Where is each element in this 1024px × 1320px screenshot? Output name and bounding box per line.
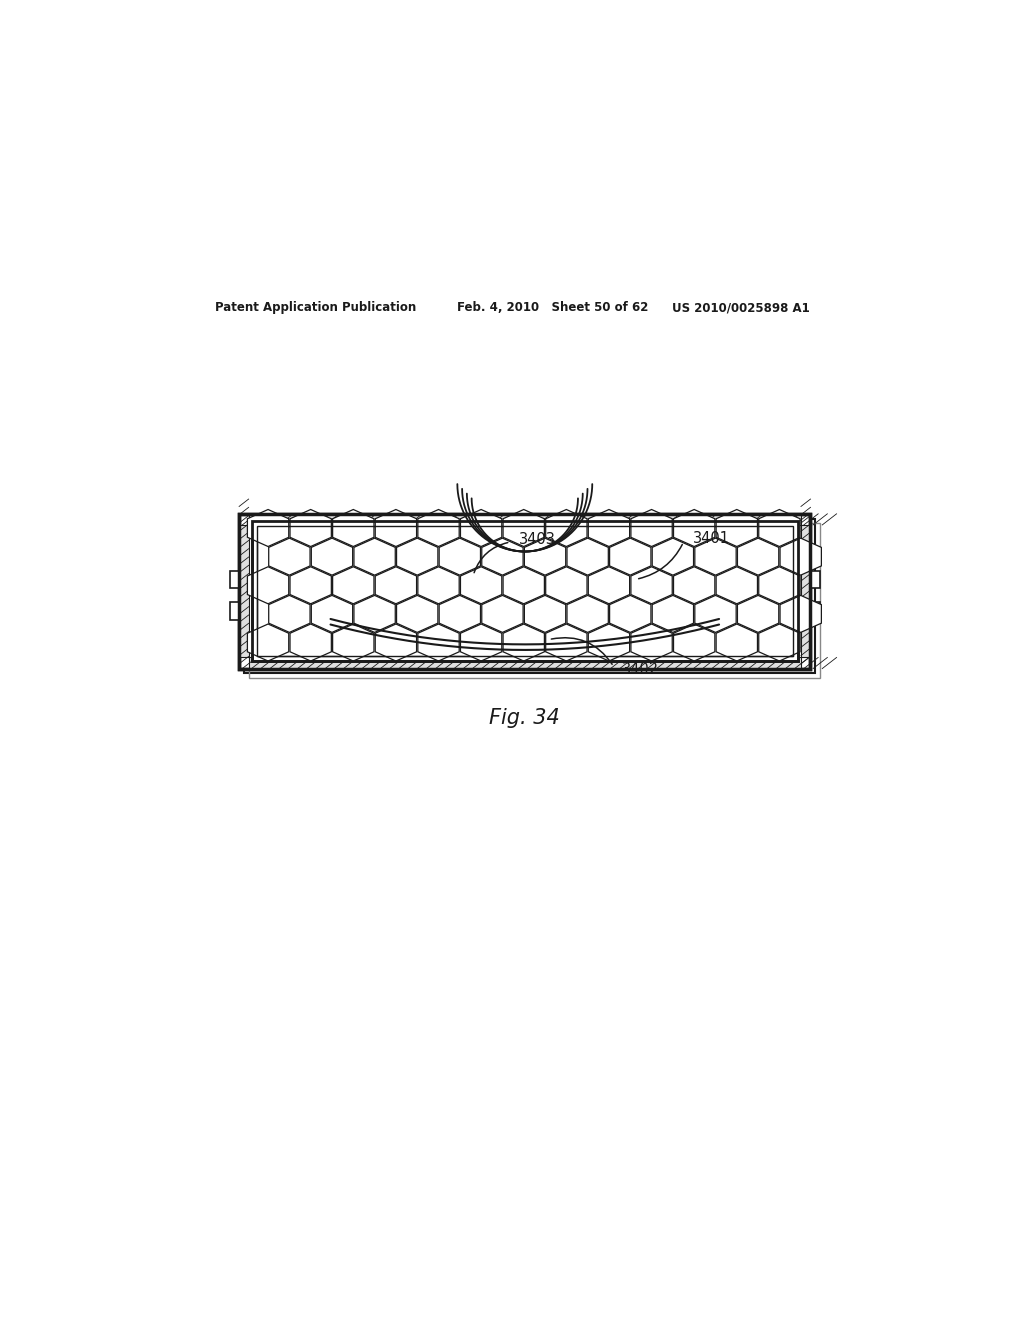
- Polygon shape: [609, 595, 651, 632]
- Polygon shape: [674, 510, 715, 546]
- Polygon shape: [418, 510, 459, 546]
- Bar: [252, 521, 798, 661]
- Polygon shape: [524, 539, 565, 576]
- Polygon shape: [631, 624, 672, 661]
- Polygon shape: [716, 510, 758, 546]
- Polygon shape: [609, 539, 651, 576]
- Polygon shape: [439, 595, 480, 632]
- Polygon shape: [333, 566, 374, 603]
- Bar: [249, 657, 801, 669]
- Bar: [257, 527, 793, 656]
- Polygon shape: [631, 510, 672, 546]
- Polygon shape: [737, 595, 779, 632]
- Polygon shape: [396, 539, 438, 576]
- Polygon shape: [354, 539, 395, 576]
- Bar: [240, 513, 811, 669]
- Polygon shape: [461, 624, 502, 661]
- Bar: [244, 519, 815, 673]
- Polygon shape: [396, 595, 438, 632]
- Polygon shape: [503, 566, 545, 603]
- Polygon shape: [481, 539, 523, 576]
- Polygon shape: [375, 566, 417, 603]
- Text: 3401: 3401: [693, 532, 730, 546]
- Polygon shape: [695, 595, 736, 632]
- Polygon shape: [354, 595, 395, 632]
- Polygon shape: [567, 595, 608, 632]
- Polygon shape: [780, 595, 821, 632]
- Polygon shape: [248, 624, 289, 661]
- Polygon shape: [311, 539, 352, 576]
- Polygon shape: [248, 566, 289, 603]
- Bar: [801, 525, 811, 657]
- Bar: [249, 657, 801, 669]
- Polygon shape: [375, 624, 417, 661]
- Polygon shape: [268, 595, 310, 632]
- Polygon shape: [652, 539, 693, 576]
- Polygon shape: [631, 566, 672, 603]
- Polygon shape: [759, 566, 800, 603]
- Polygon shape: [546, 624, 587, 661]
- Bar: [240, 525, 249, 657]
- Polygon shape: [716, 624, 758, 661]
- Polygon shape: [333, 624, 374, 661]
- Polygon shape: [567, 539, 608, 576]
- Polygon shape: [311, 595, 352, 632]
- Polygon shape: [290, 624, 332, 661]
- Bar: [249, 523, 820, 678]
- Bar: [249, 513, 801, 525]
- Bar: [240, 525, 249, 657]
- Text: US 2010/0025898 A1: US 2010/0025898 A1: [672, 301, 809, 314]
- Text: Patent Application Publication: Patent Application Publication: [215, 301, 417, 314]
- Polygon shape: [418, 566, 459, 603]
- Polygon shape: [418, 624, 459, 661]
- Polygon shape: [461, 510, 502, 546]
- Bar: [249, 513, 801, 525]
- Polygon shape: [333, 510, 374, 546]
- Polygon shape: [481, 595, 523, 632]
- Polygon shape: [524, 595, 565, 632]
- Polygon shape: [589, 624, 630, 661]
- Polygon shape: [439, 539, 480, 576]
- Polygon shape: [268, 539, 310, 576]
- Polygon shape: [546, 510, 587, 546]
- Polygon shape: [503, 624, 545, 661]
- Polygon shape: [248, 510, 289, 546]
- Polygon shape: [759, 624, 800, 661]
- Text: 3402: 3402: [622, 663, 658, 677]
- Text: Fig. 34: Fig. 34: [489, 709, 560, 729]
- Polygon shape: [674, 566, 715, 603]
- Polygon shape: [652, 595, 693, 632]
- Polygon shape: [759, 510, 800, 546]
- Polygon shape: [503, 510, 545, 546]
- Bar: [240, 513, 811, 669]
- Polygon shape: [737, 539, 779, 576]
- Polygon shape: [716, 566, 758, 603]
- Polygon shape: [780, 539, 821, 576]
- Text: Feb. 4, 2010   Sheet 50 of 62: Feb. 4, 2010 Sheet 50 of 62: [458, 301, 649, 314]
- Bar: [257, 527, 793, 656]
- Bar: [229, 602, 240, 620]
- Polygon shape: [290, 566, 332, 603]
- Polygon shape: [589, 510, 630, 546]
- Bar: [252, 521, 798, 661]
- Polygon shape: [461, 566, 502, 603]
- Bar: [801, 525, 811, 657]
- Bar: [811, 570, 820, 587]
- Polygon shape: [695, 539, 736, 576]
- Bar: [229, 570, 240, 587]
- Polygon shape: [589, 566, 630, 603]
- Polygon shape: [290, 510, 332, 546]
- Text: 3403: 3403: [518, 532, 555, 546]
- Polygon shape: [375, 510, 417, 546]
- Bar: [811, 602, 820, 620]
- Polygon shape: [546, 566, 587, 603]
- Polygon shape: [674, 624, 715, 661]
